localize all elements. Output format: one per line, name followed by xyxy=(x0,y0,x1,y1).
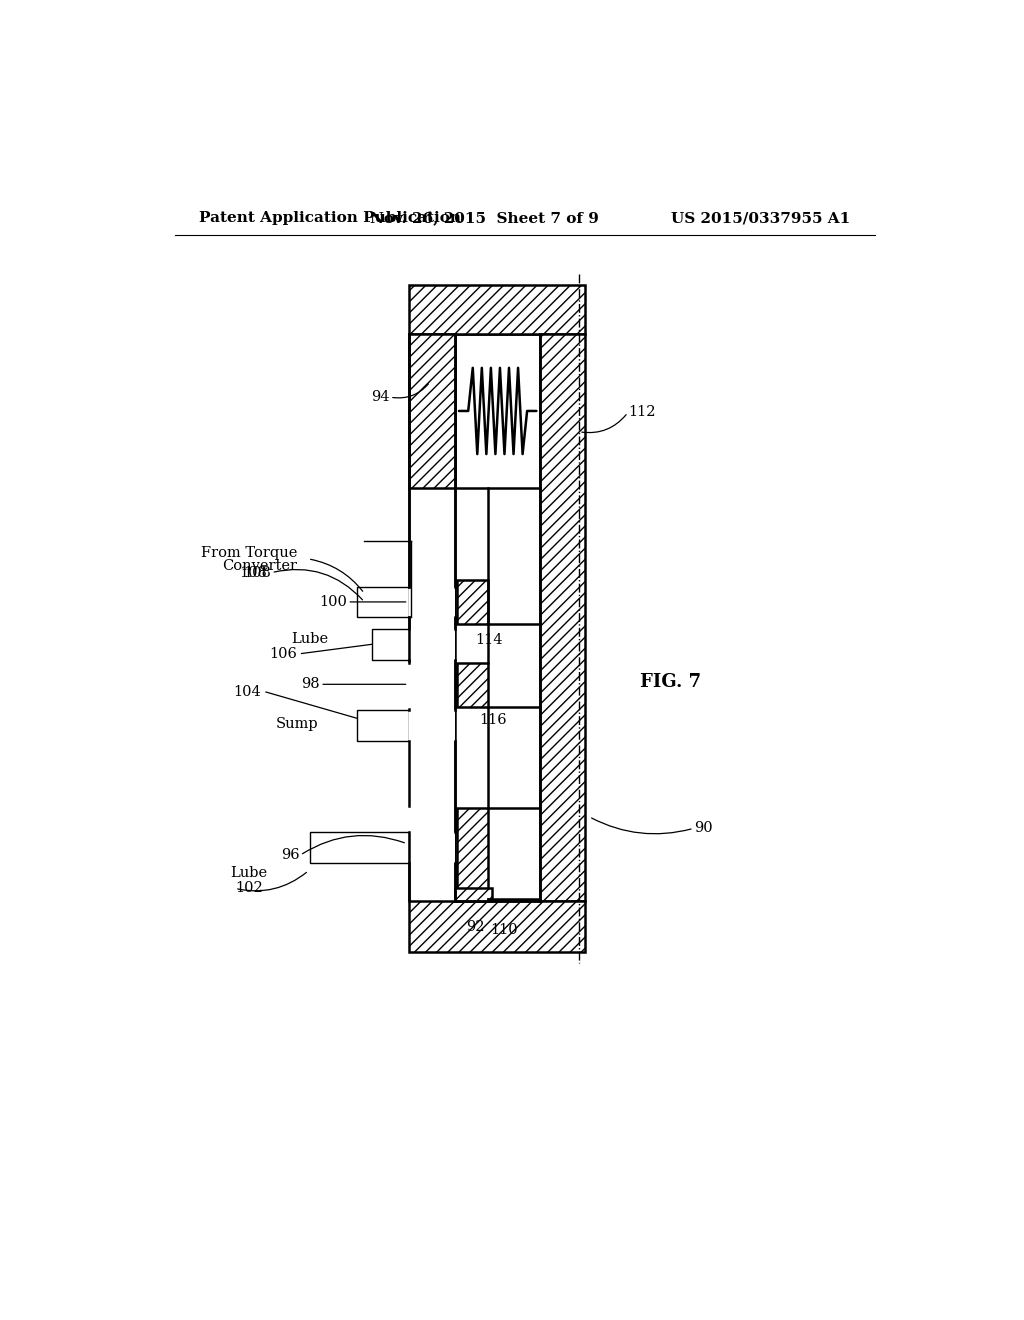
Text: Nov. 26, 2015  Sheet 7 of 9: Nov. 26, 2015 Sheet 7 of 9 xyxy=(370,211,599,226)
Text: Lube: Lube xyxy=(291,632,328,645)
Text: 112: 112 xyxy=(628,405,655,420)
Text: Lube: Lube xyxy=(230,866,267,880)
Text: 100: 100 xyxy=(319,595,347,609)
Text: Patent Application Publication: Patent Application Publication xyxy=(200,211,461,226)
Text: 102: 102 xyxy=(234,882,263,895)
Text: 108: 108 xyxy=(244,566,271,579)
Text: FIG. 7: FIG. 7 xyxy=(640,673,701,690)
Text: 106: 106 xyxy=(269,647,297,660)
Bar xyxy=(409,586,455,618)
Bar xyxy=(409,832,455,863)
Bar xyxy=(457,663,488,708)
Bar xyxy=(455,887,493,902)
Text: 104: 104 xyxy=(233,685,261,700)
Text: 94: 94 xyxy=(372,391,390,404)
Bar xyxy=(541,334,586,902)
Text: 96: 96 xyxy=(282,849,300,862)
Bar xyxy=(409,285,586,334)
Bar xyxy=(409,902,586,952)
Bar xyxy=(409,628,455,660)
Bar xyxy=(310,832,409,863)
Text: US 2015/0337955 A1: US 2015/0337955 A1 xyxy=(671,211,850,226)
Text: Converter: Converter xyxy=(222,560,297,573)
Bar xyxy=(409,334,455,488)
Bar xyxy=(372,628,409,660)
Bar xyxy=(457,808,488,899)
Text: 116: 116 xyxy=(479,714,507,727)
Text: 108: 108 xyxy=(240,566,267,579)
Bar xyxy=(409,710,455,742)
Text: From Torque: From Torque xyxy=(201,545,297,560)
Bar xyxy=(356,586,409,618)
Text: 110: 110 xyxy=(489,923,517,937)
Text: 114: 114 xyxy=(475,634,503,647)
Bar xyxy=(457,581,488,624)
Bar xyxy=(356,710,409,742)
Text: Sump: Sump xyxy=(276,717,318,731)
Bar xyxy=(455,334,541,902)
Text: 90: 90 xyxy=(693,821,713,836)
Text: 98: 98 xyxy=(302,677,321,692)
Text: 92: 92 xyxy=(466,920,484,933)
